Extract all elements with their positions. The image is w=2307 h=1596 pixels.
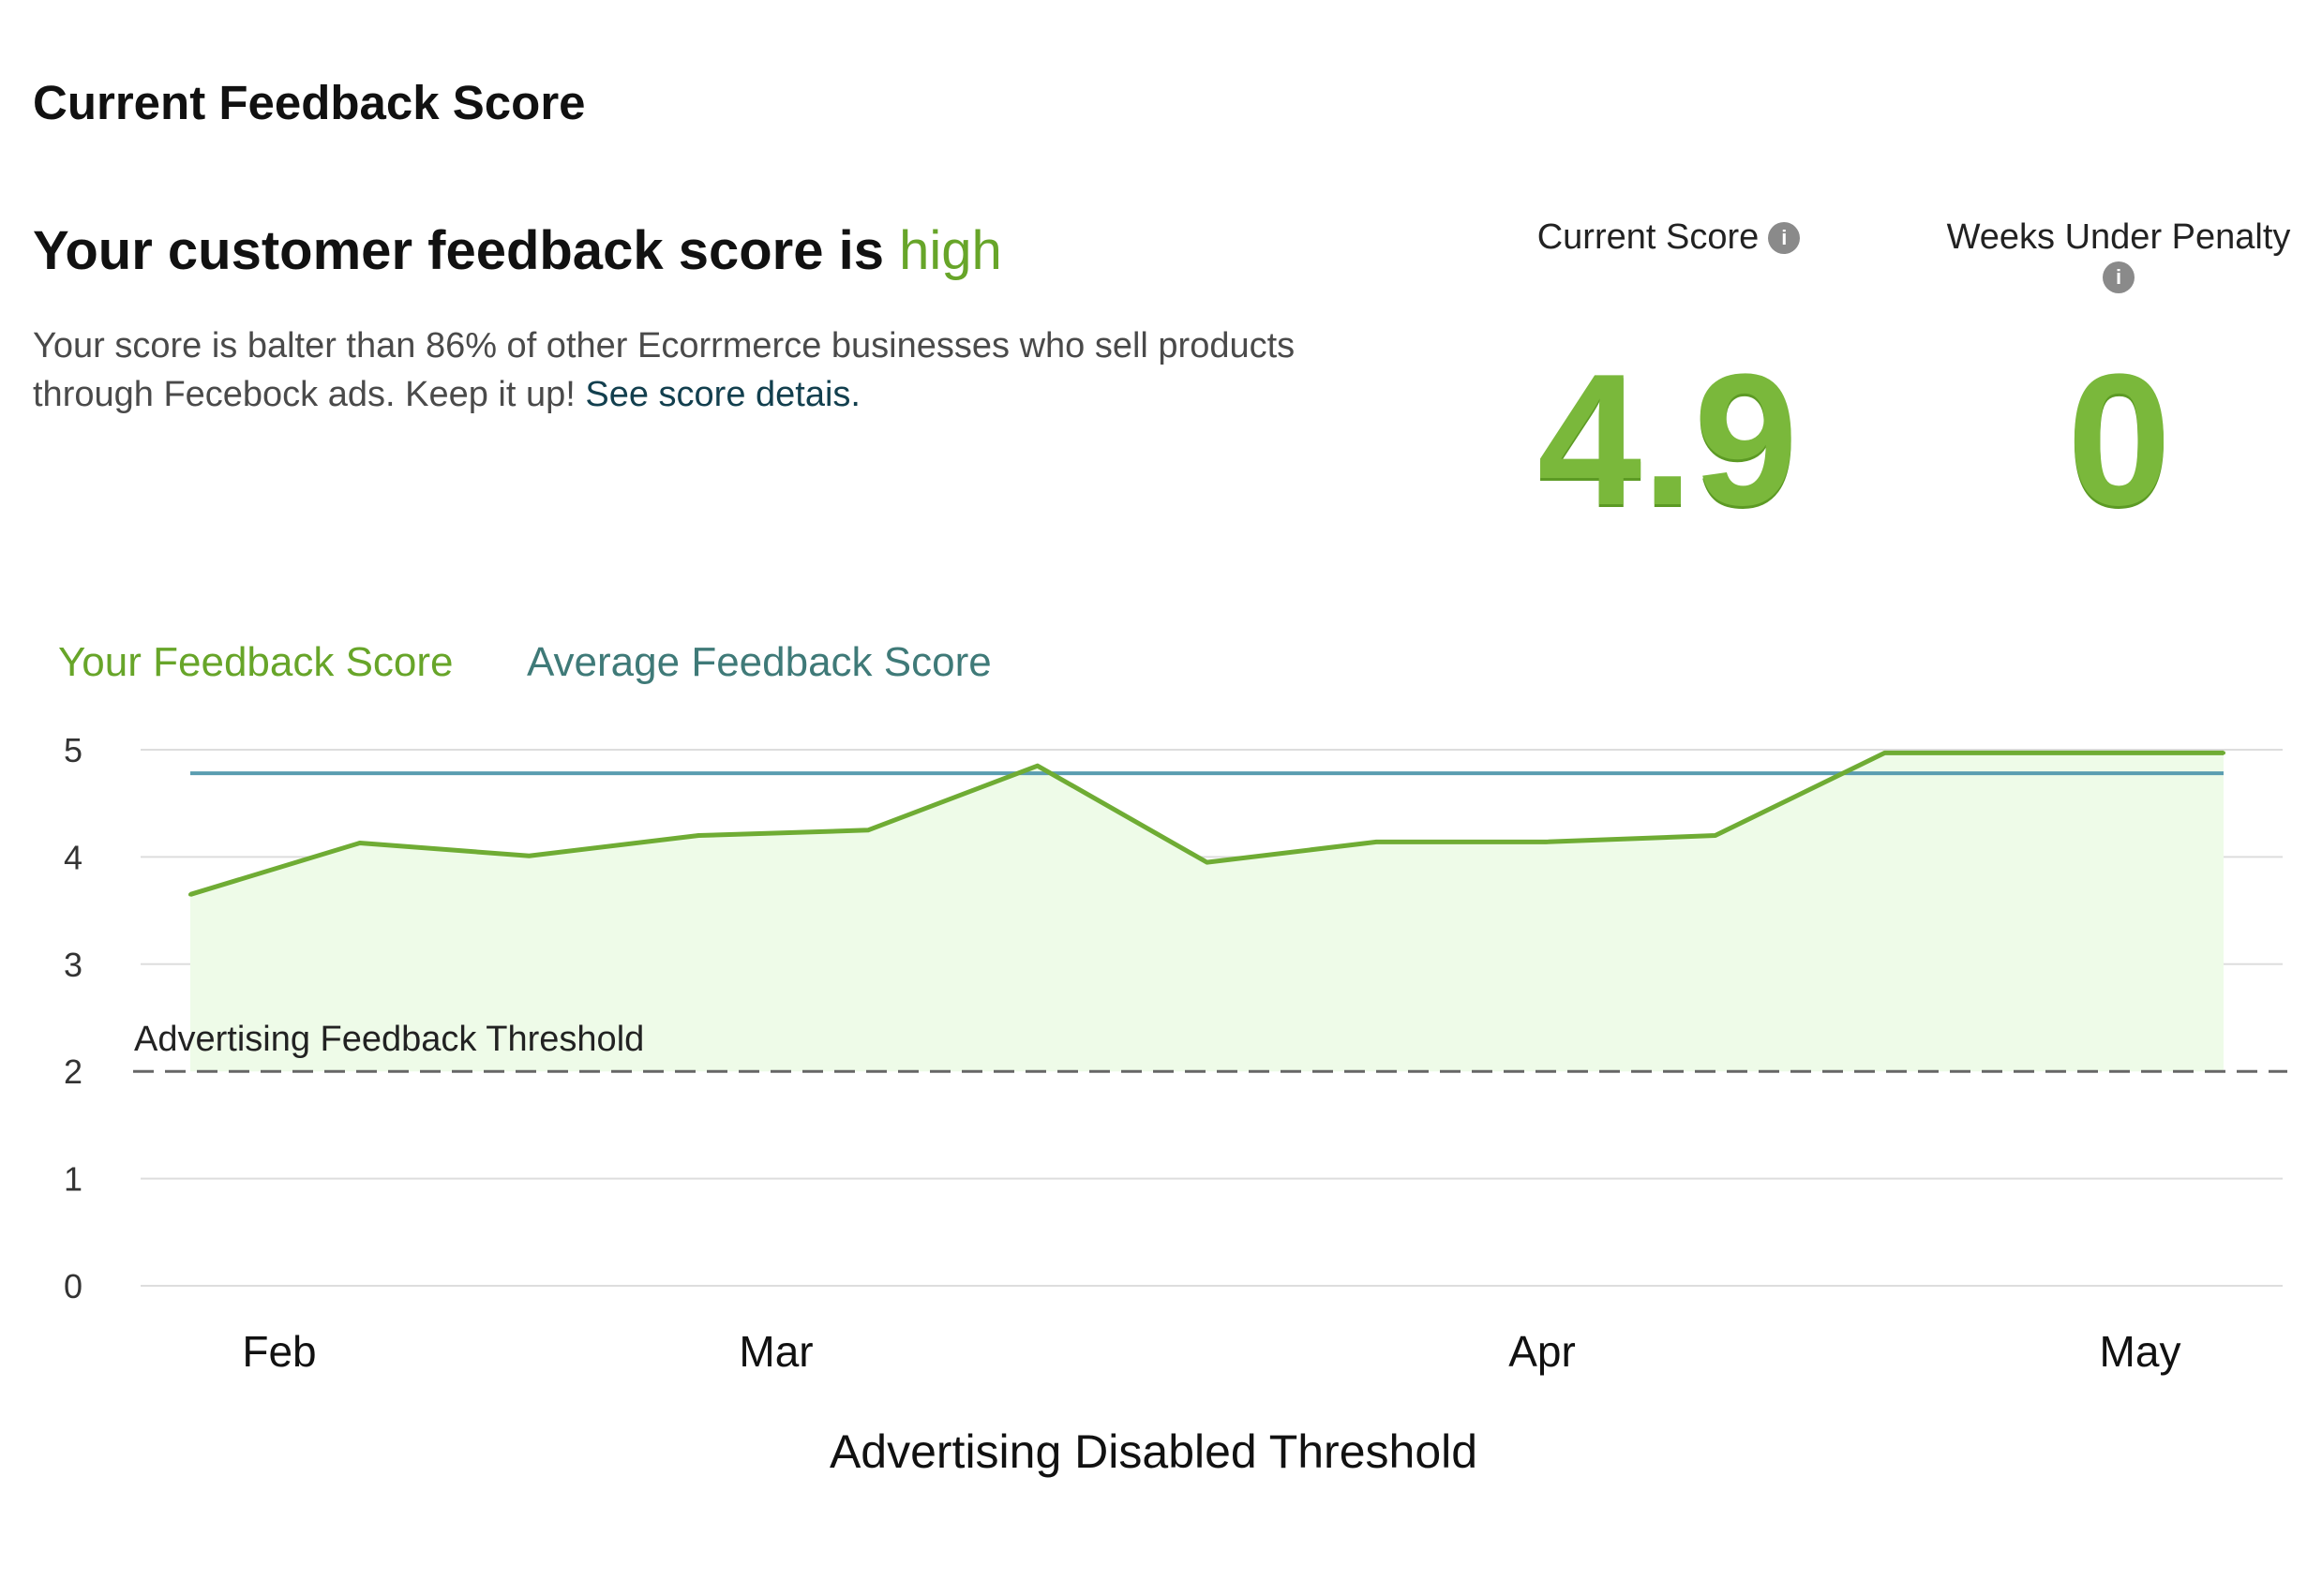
your-score-point (188, 892, 192, 897)
your-score-point (1882, 751, 1887, 755)
headline-rating: high (899, 220, 1002, 281)
your-score-point (866, 828, 870, 832)
threshold-label: Advertising Feedback Threshold (134, 1020, 644, 1059)
legend-your-score[interactable]: Your Feedback Score (58, 639, 454, 685)
x-tick-label: May (2100, 1327, 2181, 1376)
your-score-point (1713, 833, 1717, 838)
current-score-value: 4.9 (1537, 336, 1799, 544)
your-score-point (697, 833, 701, 838)
score-headline: Your customer feedback score is high (33, 219, 1002, 282)
page-title: Current Feedback Score (33, 76, 586, 129)
x-axis-title: Advertising Disabled Threshold (829, 1425, 1478, 1478)
y-tick-label: 3 (64, 946, 82, 984)
your-score-point (357, 841, 362, 845)
y-tick-label: 2 (64, 1052, 82, 1091)
y-tick-label: 1 (64, 1160, 82, 1199)
score-description: Your score is balter than 86% of other E… (33, 321, 1364, 419)
feedback-score-chart: 0 1 2 3 4 5 Advertising Feedback Threshold Feb M… (64, 731, 2287, 1376)
your-score-point (2052, 751, 2057, 755)
your-score-point (1035, 764, 1040, 768)
weeks-penalty-label: Weeks Under Penalty (1946, 217, 2291, 257)
your-score-point (1544, 840, 1548, 844)
y-tick-label: 0 (64, 1267, 82, 1305)
headline-text: Your customer feedback score is (33, 220, 900, 281)
x-tick-label: Apr (1508, 1327, 1576, 1376)
score-details-link[interactable]: See score detais. (585, 375, 861, 414)
current-score-label: Current Score (1536, 217, 1760, 257)
weeks-penalty-label-group: Weeks Under Penalty i (1931, 217, 2306, 293)
your-score-point (1205, 860, 1209, 865)
y-tick-label: 5 (64, 731, 82, 769)
your-score-point (527, 854, 532, 858)
x-tick-label: Mar (739, 1327, 813, 1376)
info-icon[interactable]: i (2103, 261, 2135, 293)
y-tick-label: 4 (64, 838, 82, 876)
your-score-point (2222, 751, 2225, 755)
info-icon[interactable]: i (1768, 221, 1801, 254)
current-score-label-group: Current Score i (1491, 217, 1847, 258)
weeks-penalty-value: 0 (2067, 336, 2172, 544)
legend-average-score[interactable]: Average Feedback Score (527, 639, 992, 685)
x-tick-label: Feb (242, 1327, 316, 1376)
your-score-point (1374, 840, 1379, 844)
description-text: Your score is balter than 86% of other E… (33, 326, 1296, 414)
score-area-fill (190, 753, 2224, 1072)
